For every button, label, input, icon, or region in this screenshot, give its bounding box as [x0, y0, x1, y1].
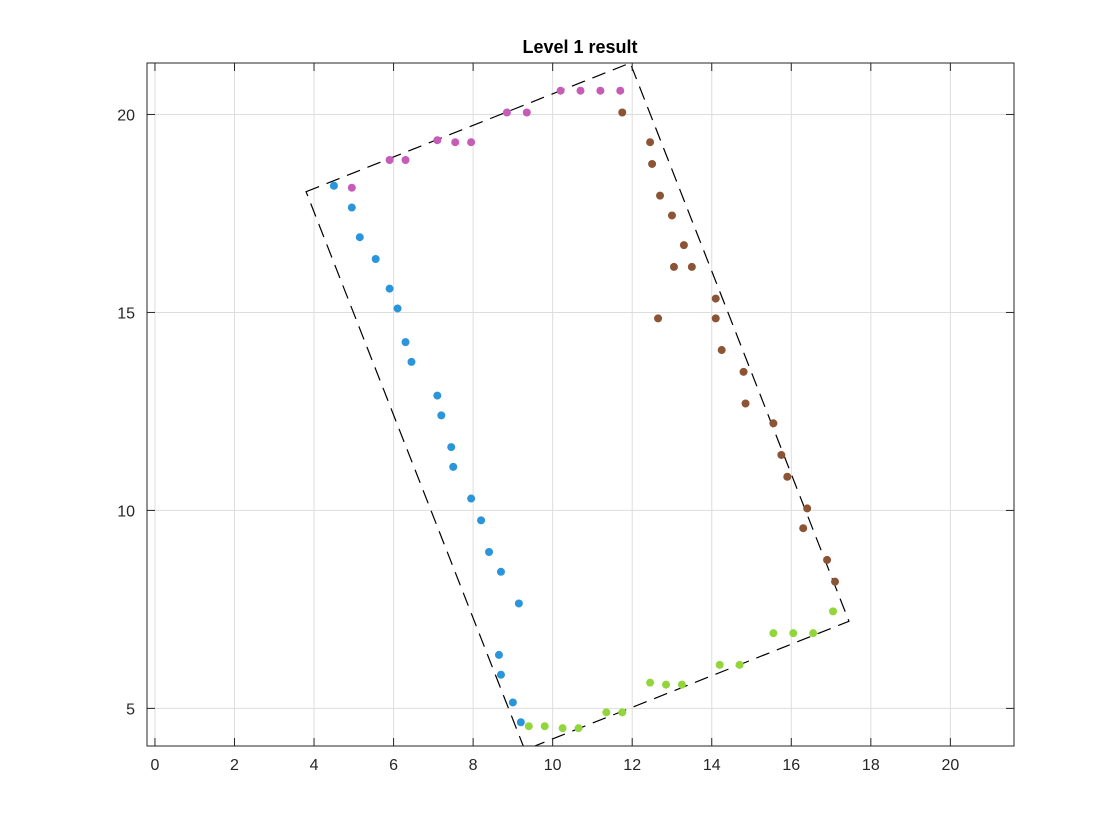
data-point-blue [407, 357, 416, 366]
data-point-blue [371, 254, 380, 263]
data-point-brown [646, 138, 655, 147]
points-layer [329, 86, 840, 733]
data-point-green [769, 629, 778, 638]
y-tick-label: 15 [117, 305, 135, 322]
data-point-brown [803, 504, 812, 513]
data-point-green [789, 629, 798, 638]
x-tick-label: 16 [782, 757, 800, 774]
data-point-green [540, 722, 549, 731]
data-point-brown [831, 577, 840, 586]
axes: 0 2 4 6 8 10 12 14 16 18 20 5 10 15 20 [117, 62, 1015, 774]
x-tick-label: 0 [151, 757, 160, 774]
data-point-pink [467, 138, 476, 147]
data-point-pink [385, 156, 394, 165]
dashed-outline [305, 63, 850, 746]
data-point-pink [502, 108, 511, 117]
data-point-brown [648, 159, 657, 168]
data-point-pink [576, 86, 585, 95]
data-point-brown [783, 472, 792, 481]
data-point-blue [393, 304, 402, 313]
data-point-blue [496, 567, 505, 576]
data-point-brown [777, 450, 786, 459]
data-point-blue [477, 516, 486, 525]
data-point-blue [467, 494, 476, 503]
x-tick-label: 6 [389, 757, 398, 774]
data-point-brown [799, 524, 808, 533]
data-point-pink [616, 86, 625, 95]
x-tick-label: 4 [310, 757, 319, 774]
grid [147, 63, 1014, 746]
series-pink [347, 86, 625, 192]
data-point-pink [451, 138, 460, 147]
data-point-blue [385, 284, 394, 293]
outline-layer [305, 63, 850, 746]
data-point-blue [329, 181, 338, 190]
data-point-brown [654, 314, 663, 323]
data-point-brown [717, 346, 726, 355]
data-point-brown [711, 314, 720, 323]
chart-title: Level 1 result [522, 37, 637, 57]
data-point-blue [433, 391, 442, 400]
axes-box [146, 62, 1015, 747]
data-point-blue [449, 462, 458, 471]
data-point-pink [596, 86, 605, 95]
data-point-green [715, 660, 724, 669]
x-tick-label: 18 [862, 757, 880, 774]
series-brown [618, 108, 840, 586]
data-point-brown [679, 241, 688, 250]
data-point-blue [496, 670, 505, 679]
data-point-blue [514, 599, 523, 608]
data-point-green [735, 660, 744, 669]
data-point-blue [516, 718, 525, 727]
data-point-brown [656, 191, 665, 200]
series-green [524, 607, 838, 733]
x-tick-label: 20 [941, 757, 959, 774]
data-point-blue [494, 650, 503, 659]
data-point-green [646, 678, 655, 687]
data-point-pink [522, 108, 531, 117]
series-blue [329, 181, 525, 727]
data-point-brown [667, 211, 676, 220]
data-point-pink [433, 136, 442, 145]
data-point-blue [401, 338, 410, 347]
data-point-green [602, 708, 611, 717]
x-tick-label: 2 [230, 757, 239, 774]
data-point-brown [769, 419, 778, 428]
data-point-pink [401, 156, 410, 165]
y-tick-label: 10 [117, 503, 135, 520]
data-point-blue [437, 411, 446, 420]
data-point-green [574, 724, 583, 733]
data-point-green [677, 680, 686, 689]
data-point-green [618, 708, 627, 717]
x-tick-label: 14 [703, 757, 721, 774]
data-point-brown [669, 262, 678, 271]
data-point-green [524, 722, 533, 731]
data-point-green [662, 680, 671, 689]
data-point-green [829, 607, 838, 616]
data-point-brown [687, 262, 696, 271]
data-point-blue [355, 233, 364, 242]
data-point-brown [711, 294, 720, 303]
x-tick-label: 12 [623, 757, 641, 774]
data-point-pink [347, 183, 356, 192]
data-point-brown [823, 555, 832, 564]
data-point-brown [741, 399, 750, 408]
y-tick-label: 5 [126, 701, 135, 718]
data-point-blue [347, 203, 356, 212]
data-point-pink [556, 86, 565, 95]
data-point-blue [447, 443, 456, 452]
data-point-green [558, 724, 567, 733]
data-point-brown [739, 367, 748, 376]
x-tick-label: 10 [544, 757, 562, 774]
data-point-brown [618, 108, 627, 117]
y-tick-label: 20 [117, 107, 135, 124]
data-point-green [809, 629, 818, 638]
x-tick-label: 8 [469, 757, 478, 774]
data-point-blue [508, 698, 517, 707]
data-point-blue [485, 547, 494, 556]
